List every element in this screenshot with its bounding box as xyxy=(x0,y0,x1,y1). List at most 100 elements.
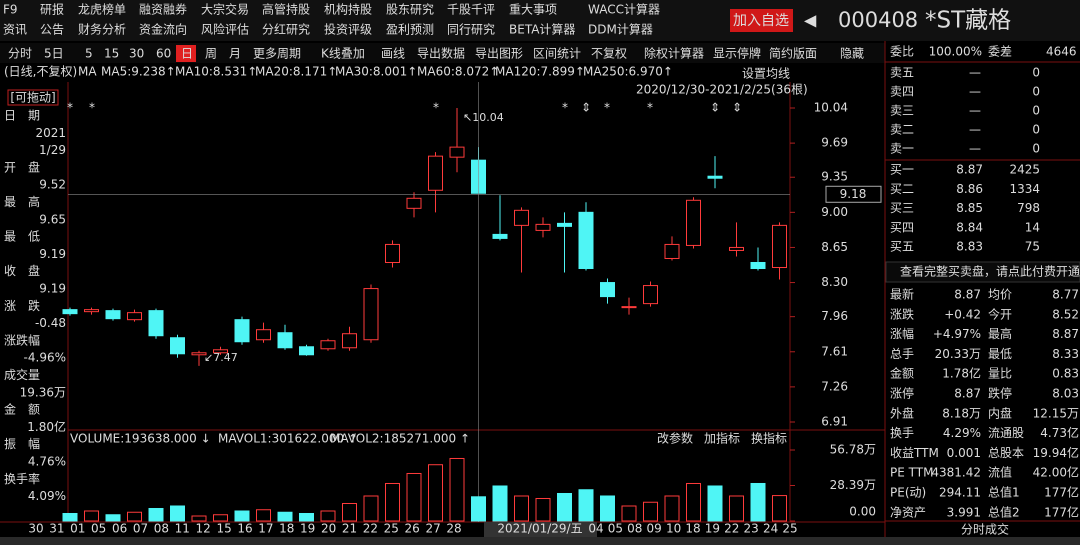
toolbar-item[interactable]: 导出数据 xyxy=(417,46,465,61)
volume-header: MAVOL2:185271.000 ↑ xyxy=(330,432,470,446)
toolbar-item[interactable]: 周 xyxy=(205,47,217,61)
field-label: 成交量 xyxy=(4,367,40,382)
volume-header: VOLUME:193638.000 ↓ xyxy=(70,432,211,446)
volume-bar xyxy=(643,501,658,522)
x-tick-label: 08 xyxy=(627,522,642,536)
menu-item[interactable]: 分红研究 xyxy=(262,22,310,37)
menu-item[interactable]: 投资评级 xyxy=(324,22,372,37)
event-marker[interactable]: * xyxy=(604,101,610,115)
panel-button[interactable]: 改参数 xyxy=(657,431,693,446)
toolbar-item[interactable]: 5 xyxy=(85,47,93,61)
cursor-price: 9.18 xyxy=(840,187,867,201)
menu-item[interactable]: WACC计算器 xyxy=(588,2,660,17)
menu-item[interactable]: F9 xyxy=(3,3,18,17)
x-tick-label: 18 xyxy=(685,522,700,536)
toolbar-item[interactable]: 月 xyxy=(229,47,241,61)
menu-item[interactable]: 机构持股 xyxy=(324,2,372,17)
promo-bar xyxy=(885,261,1080,283)
menu-item[interactable]: 财务分析 xyxy=(78,22,126,37)
menu-item[interactable]: 研报 xyxy=(40,2,64,17)
field-label: 日 期 xyxy=(4,109,40,123)
book-price: — xyxy=(969,142,981,156)
menu-item[interactable]: 资金流向 xyxy=(139,22,187,37)
add-button[interactable]: 加入自选 xyxy=(733,13,789,29)
event-marker[interactable]: ⇕ xyxy=(581,101,591,115)
toolbar-item[interactable]: 更多周期 xyxy=(253,47,301,61)
field-label: 涨跌幅 xyxy=(4,332,40,347)
x-tick-label: 11 xyxy=(175,522,190,536)
y-tick-label: 0.00 xyxy=(849,505,876,519)
field-label: 最 高 xyxy=(4,194,40,209)
menu-item[interactable]: 高管持股 xyxy=(262,2,310,17)
toolbar-item[interactable]: 5日 xyxy=(44,47,64,61)
menu-item[interactable]: 资讯 xyxy=(3,23,27,37)
toolbar-item[interactable]: 显示停牌 xyxy=(713,46,761,61)
event-marker[interactable]: * xyxy=(433,101,439,115)
event-marker[interactable]: ⇕ xyxy=(732,101,742,115)
toolbar-item[interactable]: K线叠加 xyxy=(321,47,365,61)
toolbar-item[interactable]: 隐藏 xyxy=(840,47,864,61)
menu-item[interactable]: 龙虎榜单 xyxy=(78,2,126,17)
book-label: 卖二 xyxy=(890,123,914,137)
stat-value: 19.94亿 xyxy=(1033,445,1079,460)
volume-bar xyxy=(320,510,336,522)
menu-item[interactable]: 大宗交易 xyxy=(201,2,249,17)
toolbar-item[interactable]: 不复权 xyxy=(591,47,627,61)
y-tick-label: 9.69 xyxy=(821,136,848,150)
ma-label: MA30:8.001↑ xyxy=(335,65,417,79)
toolbar-item[interactable]: 画线 xyxy=(381,47,405,61)
panel-button[interactable]: 换指标 xyxy=(751,431,787,446)
event-marker[interactable]: * xyxy=(67,101,73,115)
menu-item[interactable]: BETA计算器 xyxy=(509,22,575,37)
menu-item[interactable]: 盈利预测 xyxy=(386,23,434,37)
toolbar-item[interactable]: 15 xyxy=(104,47,119,61)
menu-item[interactable]: 重大事项 xyxy=(509,3,557,17)
toolbar-item[interactable]: 30 xyxy=(129,47,144,61)
menu-item[interactable]: 股东研究 xyxy=(386,2,434,17)
toolbar-item[interactable]: 60 xyxy=(156,47,171,61)
promo-link[interactable]: 付费开通 xyxy=(1032,265,1080,279)
stat-value: +4.97% xyxy=(933,327,981,341)
book-volume: 1334 xyxy=(1009,182,1040,196)
toolbar-item[interactable]: 简约版面 xyxy=(769,46,817,61)
panel-button[interactable]: 加指标 xyxy=(704,431,740,446)
volume-bar xyxy=(449,457,465,522)
toolbar-item[interactable]: 导出图形 xyxy=(475,47,523,61)
stat-label: 最低 xyxy=(988,347,1012,361)
nav-arrow[interactable]: ◀ xyxy=(804,11,817,30)
toolbar-item[interactable]: 除权计算器 xyxy=(644,46,704,61)
event-marker[interactable]: * xyxy=(89,101,95,115)
book-price: — xyxy=(969,66,981,80)
menu-item[interactable]: 公告 xyxy=(40,23,64,37)
ma-settings[interactable]: 设置均线 xyxy=(742,67,790,81)
ma-label: MA20:8.171↑ xyxy=(255,65,337,79)
menu-item[interactable]: 融资融券 xyxy=(139,2,187,17)
menu-item[interactable]: 风险评估 xyxy=(201,22,249,37)
stat-value: 0.83 xyxy=(1052,367,1079,381)
candle-body xyxy=(105,310,121,320)
ma-label: MA5:9.238↑ xyxy=(101,65,176,79)
add-button-bg[interactable] xyxy=(730,9,793,32)
menu-item[interactable]: 千股千评 xyxy=(447,3,495,17)
promo-text[interactable]: 查看完整买卖盘，请点此 xyxy=(900,264,1032,279)
field-value: -0.48 xyxy=(35,316,66,330)
menu-item[interactable]: DDM计算器 xyxy=(588,22,653,37)
book-price: 8.86 xyxy=(956,182,983,196)
event-marker[interactable]: ⇕ xyxy=(710,101,720,115)
x-tick-label: 21 xyxy=(342,522,357,536)
menu-item[interactable]: 同行研究 xyxy=(447,22,495,37)
x-tick-label: 22 xyxy=(363,522,378,536)
event-marker[interactable]: * xyxy=(562,101,568,115)
toolbar-item[interactable]: 分时 xyxy=(8,47,32,61)
toolbar-item[interactable]: 日 xyxy=(181,47,193,61)
stat-label: 内盘 xyxy=(988,405,1012,420)
book-volume: 798 xyxy=(1017,201,1040,215)
stat-value: 8.87 xyxy=(954,387,981,401)
stat-value: 42.00亿 xyxy=(1033,465,1079,480)
book-price: 8.85 xyxy=(956,201,983,215)
candle-body xyxy=(84,309,99,313)
x-tick-label: 08 xyxy=(154,522,169,536)
event-marker[interactable]: * xyxy=(647,101,653,115)
section-title: 分时成交 xyxy=(961,522,1009,537)
toolbar-item[interactable]: 区间统计 xyxy=(533,47,581,61)
